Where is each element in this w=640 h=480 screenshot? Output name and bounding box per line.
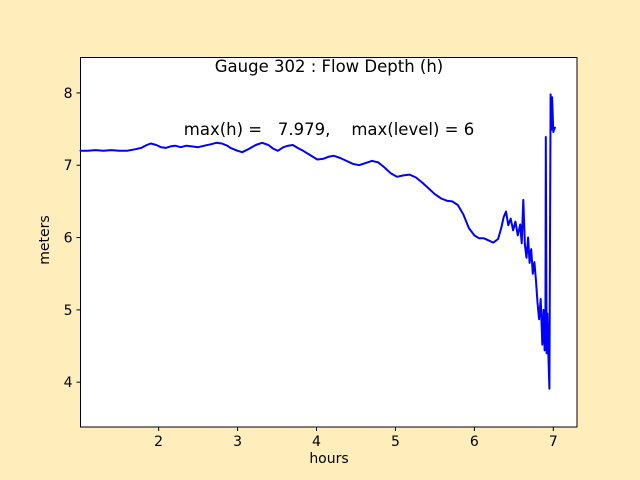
y-tick-label: 7 bbox=[64, 158, 73, 174]
x-tick-label: 3 bbox=[233, 434, 242, 450]
y-tick-label: 5 bbox=[64, 303, 73, 319]
plot-title-line2: max(h) = 7.979, max(level) = 6 bbox=[183, 120, 475, 139]
x-tick-label: 7 bbox=[549, 434, 558, 450]
x-tick-label: 2 bbox=[154, 434, 163, 450]
x-tick-label: 4 bbox=[312, 434, 321, 450]
x-axis-label: hours bbox=[309, 451, 349, 467]
x-tick-label: 6 bbox=[470, 434, 479, 450]
y-tick-label: 6 bbox=[64, 231, 73, 247]
y-tick-label: 4 bbox=[64, 375, 73, 391]
y-axis-label: meters bbox=[37, 215, 53, 265]
x-tick-label: 5 bbox=[391, 434, 400, 450]
plot-title: Gauge 302 : Flow Depth (h) max(h) = 7.97… bbox=[81, 14, 577, 182]
y-tick-label: 8 bbox=[64, 86, 73, 102]
plot-title-line1: Gauge 302 : Flow Depth (h) bbox=[214, 57, 444, 76]
flow-depth-line bbox=[79, 93, 556, 390]
